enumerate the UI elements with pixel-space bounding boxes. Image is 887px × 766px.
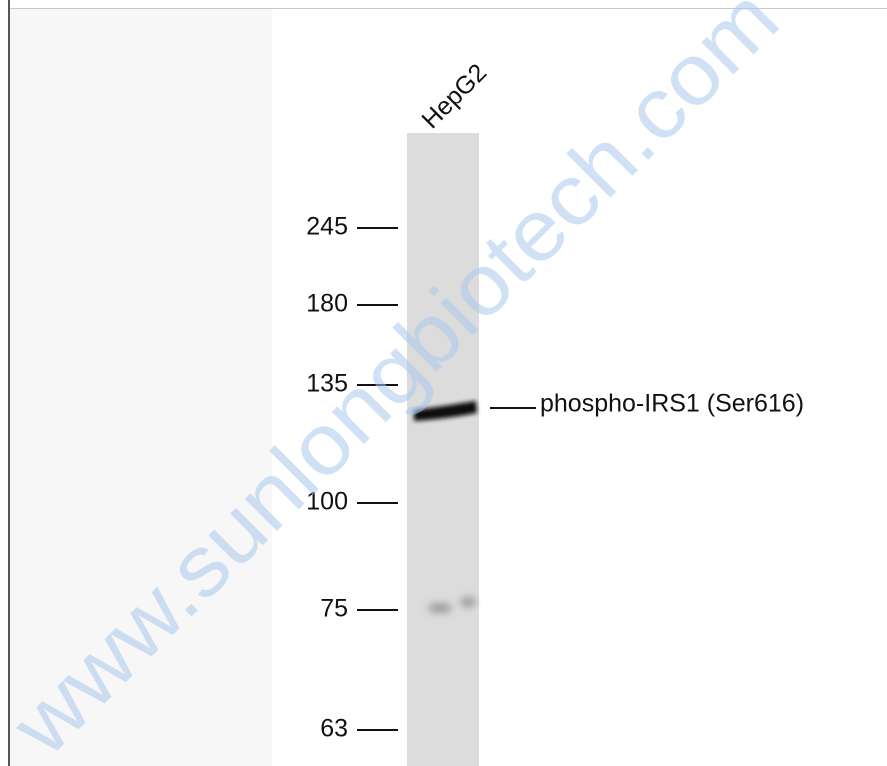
marker-label: 75 [320,595,348,623]
marker-label: 180 [306,290,348,318]
lane [407,133,479,766]
blot-figure: phospho-IRS1 (Ser616) HepG2 245180135100… [0,0,887,766]
band-label: phospho-IRS1 (Ser616) [540,390,804,418]
marker-label: 63 [320,715,348,743]
faint-band [428,603,452,613]
page: phospho-IRS1 (Ser616) HepG2 245180135100… [0,0,887,766]
faint-band [460,597,476,607]
marker-label: 245 [306,213,348,241]
